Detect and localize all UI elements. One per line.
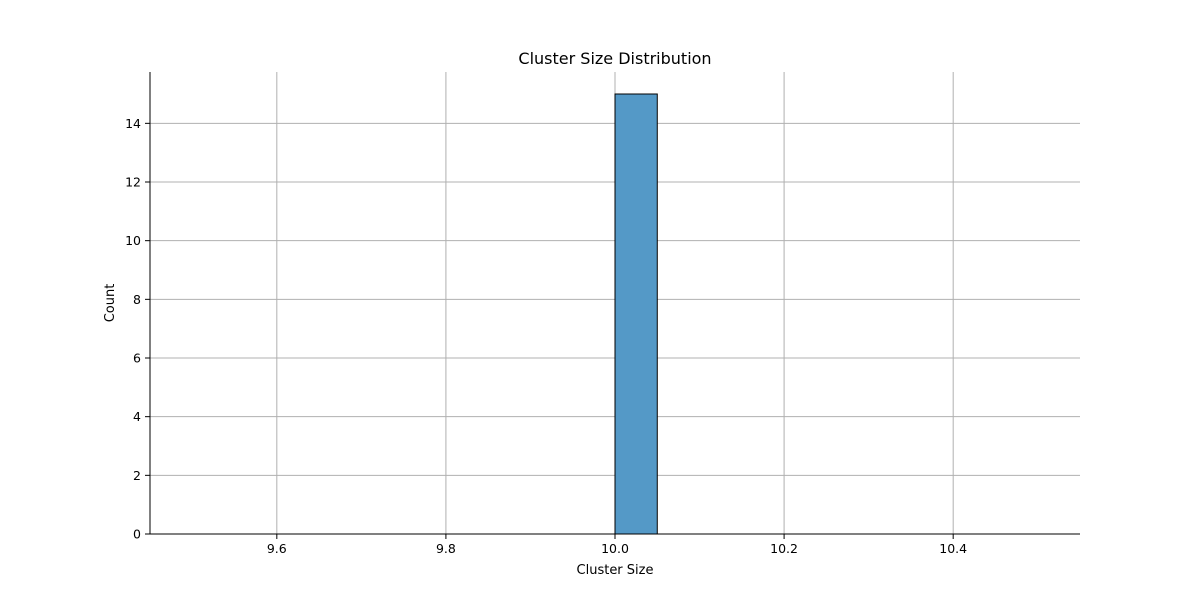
- x-tick-label-4: 10.4: [939, 541, 967, 556]
- x-tick-label-0: 9.6: [267, 541, 287, 556]
- y-tick-label-5: 10: [125, 233, 141, 248]
- x-ticks: 9.6 9.8 10.0 10.2 10.4: [267, 534, 967, 556]
- y-tick-label-4: 8: [133, 292, 141, 307]
- x-tick-label-2: 10.0: [601, 541, 629, 556]
- y-tick-label-0: 0: [133, 527, 141, 542]
- y-axis-label: Count: [103, 284, 118, 323]
- x-tick-label-3: 10.2: [770, 541, 798, 556]
- x-axis-label: Cluster Size: [577, 563, 654, 578]
- chart-title: Cluster Size Distribution: [518, 49, 711, 68]
- histogram-bar-10: [614, 93, 658, 535]
- y-ticks: 0 2 4 6 8 10 12 14: [125, 116, 150, 542]
- histogram-bars: [614, 93, 658, 535]
- y-tick-label-6: 12: [125, 175, 141, 190]
- y-tick-label-7: 14: [125, 116, 141, 131]
- y-tick-label-2: 4: [133, 409, 141, 424]
- y-tick-label-1: 2: [133, 468, 141, 483]
- x-tick-label-1: 9.8: [436, 541, 456, 556]
- y-tick-label-3: 6: [133, 351, 141, 366]
